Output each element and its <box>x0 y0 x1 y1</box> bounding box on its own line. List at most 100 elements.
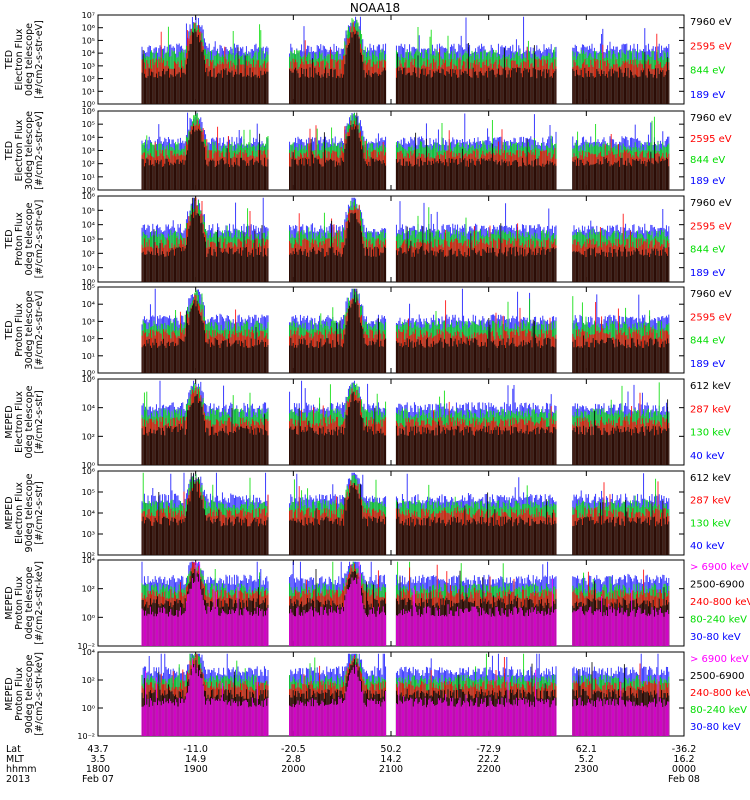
x-tick-label: 50.2 <box>380 744 401 755</box>
y-tick-label: 10⁴ <box>82 648 95 657</box>
y-axis-label: MEPED <box>4 405 15 438</box>
y-axis-label: [#/cm2-s-str] <box>34 481 45 544</box>
panel-frame <box>97 195 685 283</box>
legend-entry: 2595 eV <box>690 134 732 145</box>
panel-frame <box>97 559 685 647</box>
y-tick-label: 10⁰ <box>82 369 95 378</box>
x-tick-label: 62.1 <box>576 744 597 755</box>
y-tick-label: 10⁴ <box>82 300 95 309</box>
y-axis-label: TED <box>4 50 15 70</box>
legend-entry: 844 eV <box>690 66 725 77</box>
x-tick-label: -36.2 <box>672 744 697 755</box>
panel-3: 10⁰ 10¹ 10² 10³ 10⁴ 10⁵ 10⁶ TED Proton Flux 0deg … <box>4 192 732 287</box>
y-axis-label: [#/cm2-s-str-eV] <box>34 291 45 370</box>
y-axis-label: 30deg telescope <box>24 111 35 190</box>
legend-entry: 2500-6900 <box>690 671 745 682</box>
x-tick-label: 43.7 <box>87 744 108 755</box>
y-tick-label: 10² <box>82 335 95 344</box>
y-axis-label: [#/cm2-s-str-keV] <box>34 561 45 645</box>
x-tick-label: 1800 <box>86 764 110 775</box>
x-row-label: Lat <box>6 744 21 755</box>
legend-entry: 80-240 keV <box>690 705 747 716</box>
legend-entry: 40 keV <box>690 541 724 552</box>
x-tick-label: 2.8 <box>286 754 301 765</box>
y-axis-label: Proton Flux <box>14 303 25 357</box>
legend-entry: 7960 eV <box>690 17 732 28</box>
series-trace <box>141 472 670 555</box>
y-tick-label: 10³ <box>82 147 95 156</box>
panel-8: 10⁻² 10⁰ 10² 10⁴ MEPED Proton Flux 90deg teles… <box>4 648 750 741</box>
y-tick-label: 10⁶ <box>82 192 95 201</box>
y-axis-label: 0deg telescope <box>24 23 35 96</box>
y-axis-label: TED <box>4 320 15 340</box>
y-tick-label: 10² <box>82 432 95 441</box>
y-tick-label: 10⁰ <box>82 461 95 470</box>
x-tick-label: -11.0 <box>183 744 208 755</box>
x-row-label: MLT <box>6 754 24 765</box>
legend-entry: 189 eV <box>690 90 725 101</box>
y-tick-label: 10⁵ <box>82 36 95 45</box>
y-tick-label: 10⁴ <box>82 556 95 565</box>
y-tick-label: 10³ <box>82 317 95 326</box>
y-tick-label: 10¹ <box>82 352 95 361</box>
x-tick-label: 2100 <box>379 764 403 775</box>
legend-entry: 844 eV <box>690 245 725 256</box>
panel-5: 10⁰ 10² 10⁴ 10⁶ MEPED Electron Flux 0deg teles… <box>4 375 731 470</box>
x-tick-label: 14.2 <box>380 754 401 765</box>
y-axis-label: TED <box>4 141 15 161</box>
y-axis-label: 0deg telescope <box>24 385 35 458</box>
y-axis-label: [#/cm2-s-str-eV] <box>34 20 45 99</box>
x-row-label: 2013 <box>6 774 30 785</box>
y-tick-label: 10⁻² <box>77 732 95 741</box>
y-tick-label: 10⁰ <box>82 278 95 287</box>
y-tick-label: 10⁰ <box>82 100 95 109</box>
legend-entry: 7960 eV <box>690 113 732 124</box>
legend-entry: 2500-6900 <box>690 580 745 591</box>
y-tick-label: 10² <box>82 160 95 169</box>
legend-entry: 287 keV <box>690 496 731 507</box>
y-axis-label: 30deg telescope <box>24 290 35 369</box>
y-axis-label: 0deg telescope <box>24 202 35 275</box>
legend-entry: 240-800 keV <box>690 597 750 608</box>
legend-entry: 130 keV <box>690 518 731 529</box>
legend-entry: 80-240 keV <box>690 615 747 626</box>
series-trace <box>141 112 670 190</box>
y-tick-label: 10² <box>82 551 95 560</box>
x-tick-label: 16.2 <box>673 754 694 765</box>
y-tick-label: 10⁷ <box>82 11 95 20</box>
series-trace <box>141 657 670 736</box>
y-axis-label: MEPED <box>4 677 15 710</box>
y-tick-label: 10⁴ <box>82 49 95 58</box>
panel-frame <box>97 14 685 105</box>
y-tick-label: 10⁵ <box>82 488 95 497</box>
x-tick-label: 2200 <box>477 764 501 775</box>
x-tick-label: Feb 08 <box>668 774 700 785</box>
panel-frame <box>97 470 685 556</box>
y-axis-label: TED <box>4 229 15 249</box>
y-axis-label: 0deg telescope <box>24 566 35 639</box>
x-row-label: hhmm <box>6 764 37 775</box>
legend-entry: 130 keV <box>690 428 731 439</box>
legend-entry: 240-800 keV <box>690 688 750 699</box>
series-trace <box>141 391 670 465</box>
y-tick-label: 10² <box>82 585 95 594</box>
y-tick-label: 10⁶ <box>82 24 95 33</box>
y-tick-label: 10⁴ <box>82 509 95 518</box>
panel-frame <box>97 378 685 466</box>
y-tick-label: 10³ <box>82 62 95 71</box>
y-tick-label: 10⁰ <box>82 186 95 195</box>
legend-entry: 7960 eV <box>690 198 732 209</box>
panel-frame <box>97 286 685 374</box>
y-tick-label: 10⁴ <box>82 133 95 142</box>
panel-frame <box>97 110 685 191</box>
x-tick-label: -72.9 <box>476 744 501 755</box>
legend-entry: 287 keV <box>690 404 731 415</box>
panel-frame <box>97 651 685 737</box>
y-tick-label: 10⁰ <box>82 704 95 713</box>
legend-entry: 189 eV <box>690 176 725 187</box>
y-tick-label: 10¹ <box>82 173 95 182</box>
y-tick-label: 10⁴ <box>82 404 95 413</box>
y-axis-label: MEPED <box>4 586 15 619</box>
x-tick-label: -20.5 <box>281 744 306 755</box>
